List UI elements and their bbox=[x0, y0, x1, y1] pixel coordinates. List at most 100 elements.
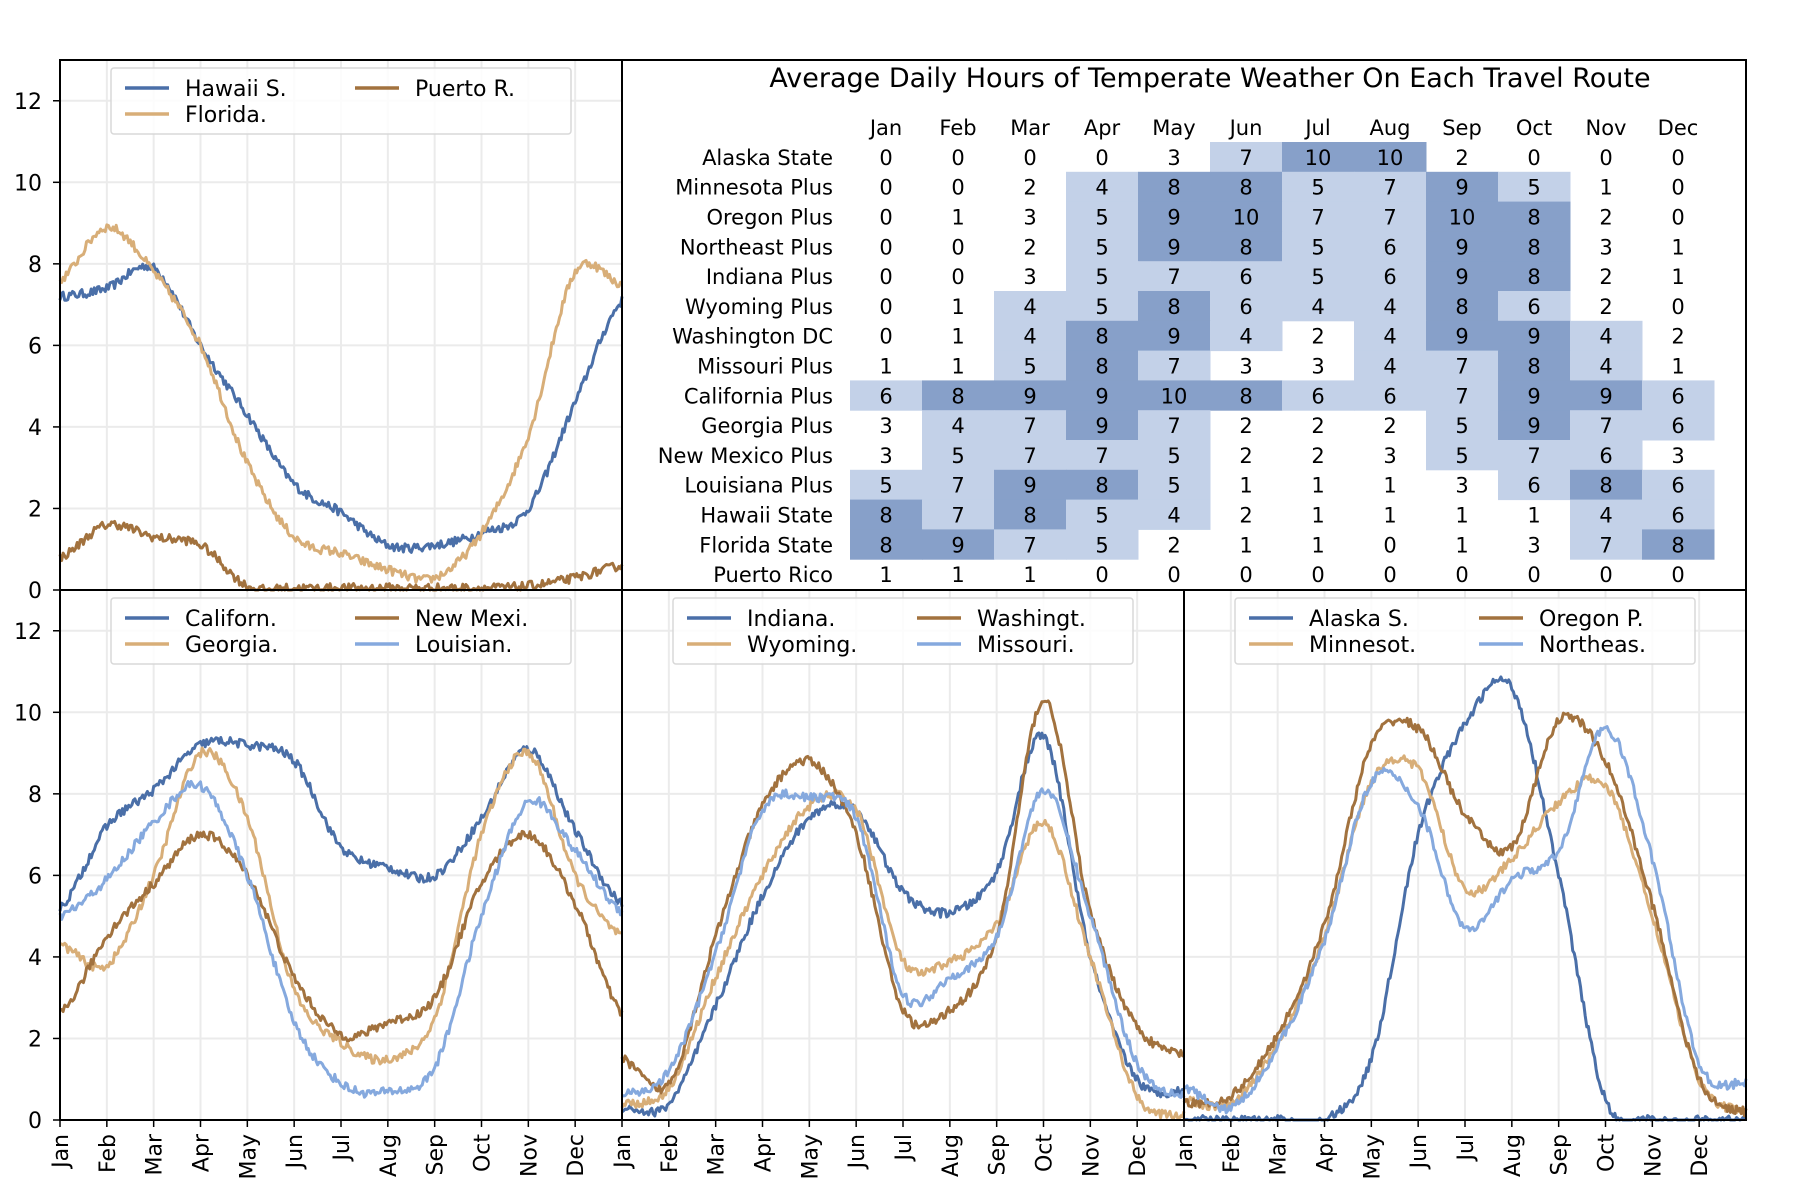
cell-value: 3 bbox=[1383, 444, 1396, 468]
heat-cell bbox=[1642, 529, 1715, 560]
cell-value: 10 bbox=[1233, 206, 1260, 230]
column-label: Apr bbox=[1084, 116, 1121, 140]
cell-value: 0 bbox=[1023, 146, 1036, 170]
series-line bbox=[59, 746, 623, 1066]
cell-value: 7 bbox=[1455, 384, 1468, 408]
cell-value: 4 bbox=[1167, 504, 1180, 528]
cell-value: 8 bbox=[1239, 384, 1252, 408]
row-label: Oregon Plus bbox=[706, 206, 833, 230]
x-tick-label: Mar bbox=[705, 1133, 730, 1175]
heat-cell bbox=[1498, 261, 1571, 292]
cell-value: 9 bbox=[1095, 384, 1108, 408]
heat-cell bbox=[1210, 320, 1283, 352]
cell-value: 8 bbox=[1671, 533, 1684, 557]
legend-label: Washingt. bbox=[977, 607, 1086, 632]
legend-label: Northeas. bbox=[1539, 633, 1646, 658]
heat-cell bbox=[1210, 142, 1283, 173]
legend-label: Alaska S. bbox=[1309, 607, 1409, 632]
cell-value: 5 bbox=[1167, 474, 1180, 498]
series-line bbox=[620, 699, 1185, 1095]
legend-box bbox=[672, 597, 1134, 665]
heat-cell bbox=[1282, 142, 1355, 173]
cell-value: 7 bbox=[1023, 444, 1036, 468]
heat-cell bbox=[1426, 440, 1499, 471]
heat-cell bbox=[1138, 350, 1211, 381]
cell-value: 1 bbox=[951, 355, 964, 379]
cell-value: 9 bbox=[1527, 325, 1540, 349]
heat-cell bbox=[1570, 499, 1643, 530]
heat-cell bbox=[1642, 410, 1715, 441]
cell-value: 2 bbox=[1671, 325, 1684, 349]
heat-cell bbox=[1426, 350, 1499, 381]
cell-value: 0 bbox=[1311, 563, 1324, 587]
cell-value: 0 bbox=[1671, 146, 1684, 170]
legend-label: Missouri. bbox=[977, 633, 1075, 658]
legend-label: Indiana. bbox=[747, 607, 835, 632]
cell-value: 7 bbox=[1095, 444, 1108, 468]
column-label: Jul bbox=[1303, 116, 1330, 140]
row-label: Puerto Rico bbox=[713, 563, 833, 587]
heat-cell bbox=[850, 529, 923, 560]
cell-value: 3 bbox=[1311, 355, 1324, 379]
cell-value: 0 bbox=[1599, 563, 1612, 587]
cell-value: 5 bbox=[1455, 414, 1468, 438]
cell-value: 4 bbox=[1599, 504, 1612, 528]
heat-cell bbox=[1426, 410, 1499, 441]
cell-value: 1 bbox=[879, 355, 892, 379]
heat-cell bbox=[1498, 440, 1571, 471]
cell-value: 8 bbox=[1167, 295, 1180, 319]
cell-value: 5 bbox=[1311, 235, 1324, 259]
row-label: Louisiana Plus bbox=[684, 474, 833, 498]
cell-value: 3 bbox=[1455, 474, 1468, 498]
heat-cell bbox=[1426, 320, 1499, 352]
cell-value: 0 bbox=[879, 325, 892, 349]
heat-cell bbox=[922, 410, 995, 441]
heat-cell bbox=[1210, 231, 1283, 262]
y-tick-label: 12 bbox=[14, 620, 42, 645]
cell-value: 6 bbox=[1311, 384, 1324, 408]
heat-cell bbox=[1354, 380, 1427, 411]
cell-value: 8 bbox=[1239, 176, 1252, 200]
cell-value: 9 bbox=[1167, 235, 1180, 259]
heat-cell bbox=[1354, 231, 1427, 262]
y-tick-label: 2 bbox=[28, 497, 42, 522]
cell-value: 3 bbox=[879, 444, 892, 468]
cell-value: 9 bbox=[1455, 176, 1468, 200]
heat-cell bbox=[850, 380, 923, 411]
cell-value: 5 bbox=[1095, 206, 1108, 230]
y-tick-label: 12 bbox=[14, 90, 42, 115]
cell-value: 7 bbox=[951, 504, 964, 528]
cell-value: 4 bbox=[1239, 325, 1252, 349]
cell-value: 8 bbox=[1527, 206, 1540, 230]
cell-value: 5 bbox=[1095, 265, 1108, 289]
cell-value: 8 bbox=[1599, 474, 1612, 498]
cell-value: 0 bbox=[879, 295, 892, 319]
cell-value: 9 bbox=[1599, 384, 1612, 408]
column-label: Oct bbox=[1516, 116, 1552, 140]
heat-cell bbox=[994, 499, 1067, 530]
cell-value: 4 bbox=[1599, 355, 1612, 379]
x-tick-label: Mar bbox=[143, 1133, 168, 1175]
cell-value: 7 bbox=[1455, 355, 1468, 379]
cell-value: 8 bbox=[951, 384, 964, 408]
heat-cell bbox=[1066, 201, 1139, 232]
cell-value: 1 bbox=[1239, 533, 1252, 557]
heat-cell bbox=[1066, 320, 1139, 352]
column-label: Jan bbox=[868, 116, 902, 140]
cell-value: 7 bbox=[1023, 414, 1036, 438]
heat-cell bbox=[1066, 291, 1139, 322]
cell-value: 0 bbox=[1383, 533, 1396, 557]
cell-value: 0 bbox=[951, 265, 964, 289]
heat-cell bbox=[1282, 291, 1355, 322]
cell-value: 7 bbox=[1167, 355, 1180, 379]
heat-cell bbox=[1282, 380, 1355, 411]
cell-value: 2 bbox=[1311, 444, 1324, 468]
cell-value: 0 bbox=[879, 265, 892, 289]
cell-value: 2 bbox=[1599, 206, 1612, 230]
cell-value: 7 bbox=[1311, 206, 1324, 230]
cell-value: 4 bbox=[1383, 325, 1396, 349]
cell-value: 1 bbox=[1599, 176, 1612, 200]
legend-label: Wyoming. bbox=[747, 633, 857, 658]
x-tick-label: Dec bbox=[1688, 1134, 1713, 1177]
cell-value: 0 bbox=[1527, 563, 1540, 587]
